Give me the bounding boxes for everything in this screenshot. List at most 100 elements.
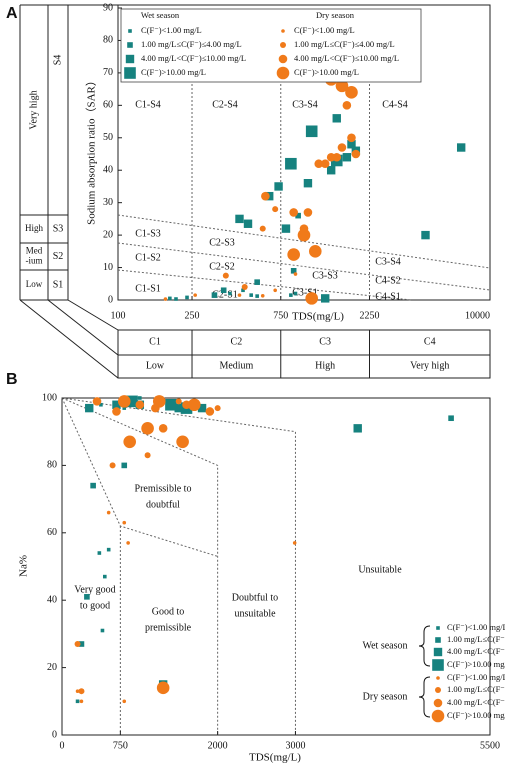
sodium-level: High [25, 223, 44, 233]
legend-label: 1.00 mg/L≤C(F⁻)≤4.00 mg/L [447, 634, 505, 644]
class-boundary [61, 397, 296, 735]
point [289, 293, 293, 297]
point [243, 219, 253, 228]
point [241, 284, 248, 291]
zone-label: to good [80, 600, 110, 611]
point [175, 398, 182, 405]
point [122, 699, 127, 704]
zone-label: C2-S3 [209, 237, 235, 248]
legend-label: C(F⁻)>10.00 mg/L [141, 67, 206, 77]
x-tick-label: 2000 [208, 740, 228, 751]
zone-label: premissible [145, 622, 192, 633]
point [158, 424, 168, 433]
legend-label: 4.00 mg/L<C(F⁻)≤10.00 mg/L [141, 53, 246, 63]
zone-label: C2-S2 [209, 261, 235, 272]
zone-label: C2-S4 [212, 99, 238, 110]
point [156, 681, 170, 695]
x-tick-label: 5500 [480, 740, 500, 751]
salinity-level: Low [146, 360, 165, 371]
legend-group: Wet season [362, 640, 407, 651]
legend-marker [433, 698, 443, 708]
point [92, 397, 102, 406]
point [303, 208, 313, 217]
plot-frame [117, 4, 491, 301]
zone-label: C1-S1 [135, 283, 161, 294]
point [165, 398, 177, 411]
point [121, 462, 128, 469]
point [281, 224, 291, 233]
legend-label: C(F⁻)<1.00 mg/L [294, 25, 355, 35]
point [99, 402, 103, 407]
y-tick-label: 40 [47, 594, 57, 605]
point [320, 159, 330, 169]
hazard-boundary [117, 214, 491, 269]
point [135, 400, 145, 410]
y-tick-label: 70 [103, 67, 113, 78]
salinity-class: C4 [424, 336, 436, 347]
point [122, 406, 127, 410]
x-tick-label: 3000 [285, 740, 305, 751]
legend-label: C(F⁻)<1.00 mg/L [447, 622, 505, 632]
x-tick-label: 10000 [465, 310, 490, 321]
legend-label: 4.00 mg/L<C(F⁻)≤10.00 mg/L [447, 697, 505, 707]
point [112, 407, 121, 416]
point [456, 143, 466, 152]
point [273, 288, 277, 293]
point [174, 403, 183, 413]
panel-label: A [6, 5, 18, 22]
y-tick-label: 90 [103, 2, 113, 13]
y-tick-label: 0 [108, 294, 113, 305]
point [214, 405, 221, 412]
point [297, 228, 311, 242]
point [228, 291, 232, 296]
class-boundary [61, 397, 219, 735]
point [103, 574, 107, 579]
point [144, 452, 151, 459]
legend-marker [124, 67, 136, 79]
point [274, 182, 283, 191]
point [78, 641, 85, 647]
point [342, 153, 352, 162]
legend-marker [280, 42, 286, 48]
point [187, 398, 201, 412]
zone-label: Unsuitable [358, 564, 402, 575]
salinity-table [117, 329, 491, 379]
point [261, 191, 270, 201]
x-tick-label: 250 [185, 310, 200, 321]
y-tick-label: 80 [47, 460, 57, 471]
point [287, 248, 300, 261]
point [237, 293, 242, 297]
x-tick-label: 100 [111, 310, 126, 321]
point [79, 699, 84, 704]
y-tick-label: 20 [47, 662, 57, 673]
point [141, 422, 154, 435]
legend-marker [432, 659, 444, 671]
x-tick-label: 0 [60, 740, 65, 751]
salinity-class: C2 [231, 336, 243, 347]
zone-label: Doubtful to [232, 592, 278, 603]
legend-label: C(F⁻)<1.00 mg/L [141, 25, 202, 35]
zone-label: Good to [152, 606, 185, 617]
point [290, 268, 297, 274]
connector-line [47, 299, 119, 356]
y-axis-label: Sodium absorption ratio（SAR） [85, 75, 98, 225]
point [353, 424, 362, 433]
point [421, 230, 430, 240]
point [292, 541, 297, 545]
point [332, 114, 341, 123]
point [123, 435, 137, 449]
legend-label: C(F⁻)>10.00 mg/L [447, 659, 505, 669]
legend-label: 1.00 mg/L≤C(F⁻)≤4.00 mg/L [294, 39, 395, 49]
sodium-level: Low [26, 279, 43, 289]
zone-label: C1-S4 [135, 99, 161, 110]
y-tick-label: 80 [103, 35, 113, 46]
zone-label: C2-S1 [212, 289, 238, 300]
salinity-level: High [315, 360, 335, 371]
x-tick-label: 2250 [360, 310, 380, 321]
point [97, 551, 102, 555]
sodium-class: S1 [53, 279, 64, 290]
point [106, 510, 111, 515]
point [117, 395, 131, 408]
hazard-boundary [117, 242, 491, 291]
legend-group: Dry season [316, 10, 355, 20]
